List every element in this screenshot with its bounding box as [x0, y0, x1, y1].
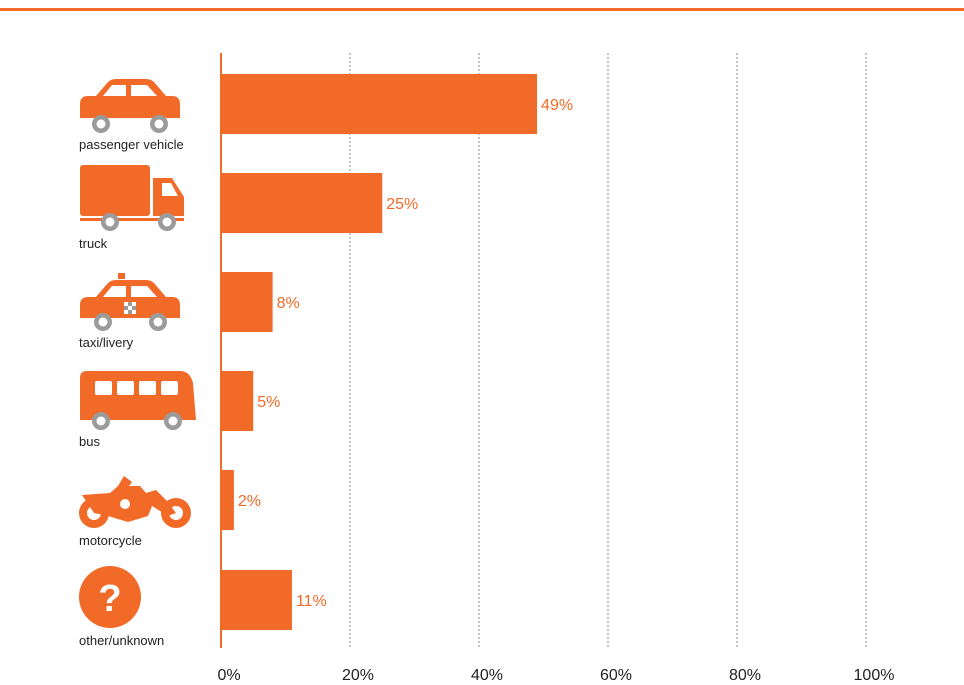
bar — [221, 272, 273, 332]
car-icon — [80, 79, 180, 133]
bar — [221, 470, 234, 530]
x-tick-label: 60% — [600, 667, 632, 684]
truck-icon — [80, 165, 184, 231]
data-label: 8% — [277, 295, 300, 312]
taxi-icon — [80, 273, 180, 331]
x-tick-label: 20% — [342, 667, 374, 684]
data-label: 2% — [238, 493, 261, 510]
bar — [221, 371, 254, 431]
category-label: other/unknown — [79, 633, 164, 648]
bar — [221, 173, 383, 233]
motorcycle-icon — [79, 476, 191, 528]
x-tick-label: 80% — [729, 667, 761, 684]
category-label: truck — [79, 236, 108, 251]
question-icon: ? — [79, 566, 141, 628]
category-label: taxi/livery — [79, 335, 134, 350]
data-label: 25% — [386, 196, 418, 213]
bar — [221, 570, 292, 630]
bus-icon — [80, 371, 196, 430]
x-tick-label: 40% — [471, 667, 503, 684]
data-label: 49% — [541, 97, 573, 114]
x-tick-label: 100% — [854, 667, 895, 684]
x-tick-label: 0% — [217, 667, 240, 684]
category-label: motorcycle — [79, 533, 142, 548]
top-rule — [0, 8, 964, 11]
data-label: 11% — [296, 593, 327, 610]
bar — [221, 74, 538, 134]
data-label: 5% — [257, 394, 280, 411]
category-label: passenger vehicle — [79, 137, 184, 152]
svg-text:?: ? — [98, 578, 121, 620]
category-label: bus — [79, 434, 100, 449]
